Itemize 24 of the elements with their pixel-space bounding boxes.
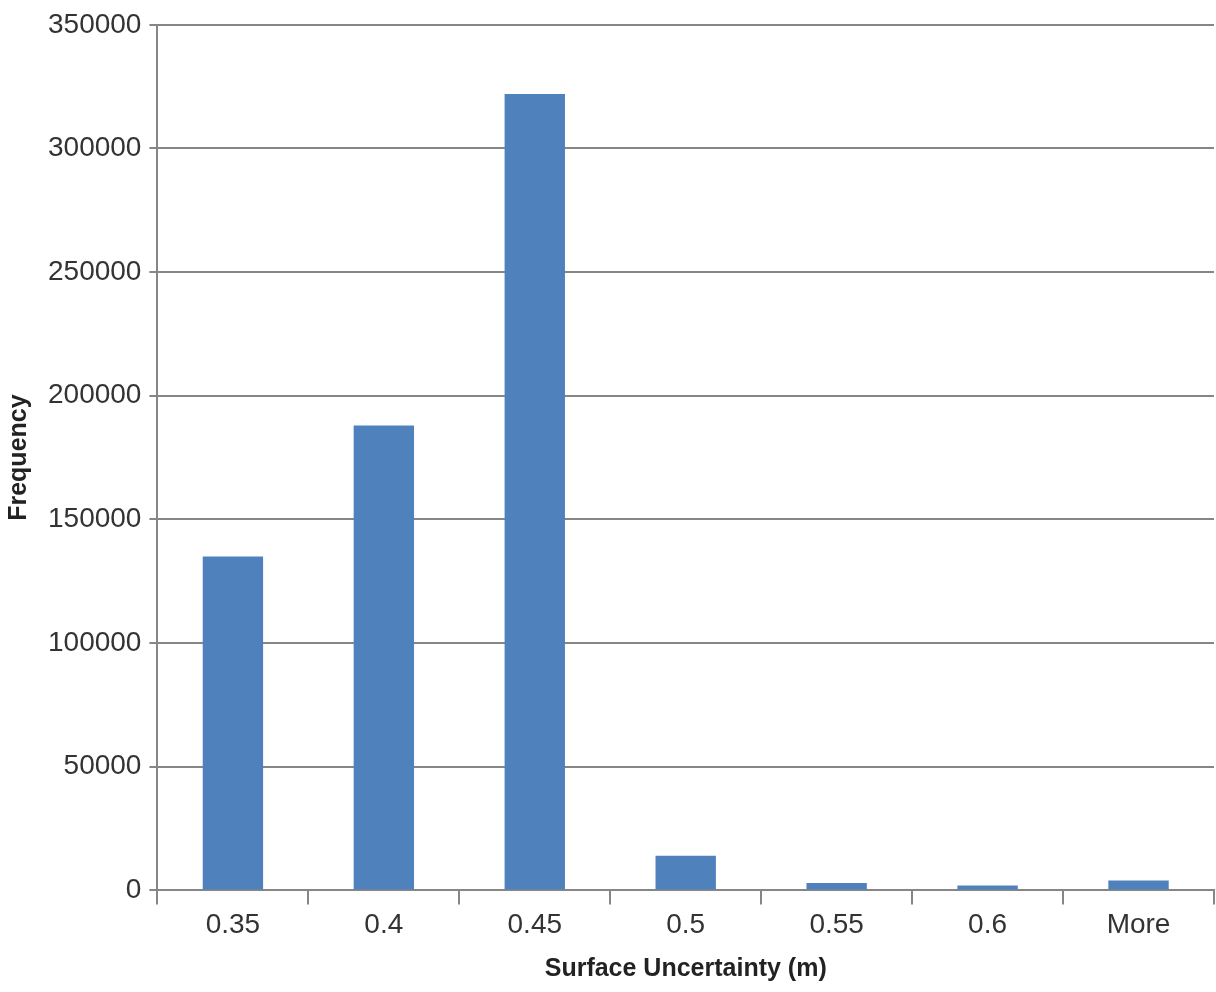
x-tick-label: 0.4 bbox=[364, 907, 404, 939]
x-tick-label: 0.6 bbox=[968, 907, 1008, 939]
y-axis-title: Frequency bbox=[2, 394, 31, 521]
bar bbox=[655, 855, 716, 890]
y-tick-label: 250000 bbox=[48, 254, 142, 286]
bar bbox=[353, 425, 415, 890]
x-tick-label: More bbox=[1106, 907, 1171, 939]
y-tick-label: 150000 bbox=[48, 502, 142, 534]
y-tick-label: 300000 bbox=[48, 131, 142, 163]
y-tick-label: 50000 bbox=[63, 749, 142, 781]
bar bbox=[504, 94, 565, 890]
y-tick-label: 350000 bbox=[48, 7, 142, 39]
x-tick-label: 0.45 bbox=[507, 907, 563, 939]
x-tick-label: 0.35 bbox=[205, 907, 261, 939]
x-axis-title: Surface Uncertainty (m) bbox=[544, 952, 827, 981]
bar bbox=[202, 556, 264, 890]
x-tick-label: 0.5 bbox=[666, 907, 706, 939]
x-tick-label: 0.55 bbox=[809, 907, 864, 939]
bar bbox=[806, 882, 867, 890]
bar bbox=[957, 885, 1018, 890]
y-tick-label: 100000 bbox=[48, 625, 142, 657]
y-tick-label: 0 bbox=[125, 873, 142, 905]
bar bbox=[1108, 880, 1169, 890]
y-tick-label: 200000 bbox=[48, 378, 142, 410]
